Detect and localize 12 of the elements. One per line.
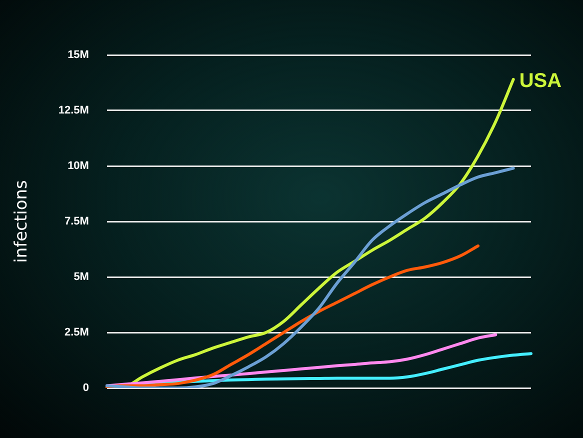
series-label: USA — [519, 70, 562, 92]
y-tick-label: 0 — [82, 382, 89, 394]
y-tick-label: 15M — [68, 49, 89, 62]
y-tick-label: 5M — [74, 271, 89, 284]
y-tick-label: 7.5M — [64, 216, 89, 228]
y-tick-label: 12.5M — [58, 104, 89, 117]
line-series — [105, 333, 498, 388]
line-series — [105, 244, 480, 388]
y-tick-label: 10M — [68, 160, 89, 172]
y-axis-title: infections — [12, 180, 32, 263]
line-series — [105, 166, 515, 388]
y-tick-label: 2.5M — [64, 326, 89, 339]
